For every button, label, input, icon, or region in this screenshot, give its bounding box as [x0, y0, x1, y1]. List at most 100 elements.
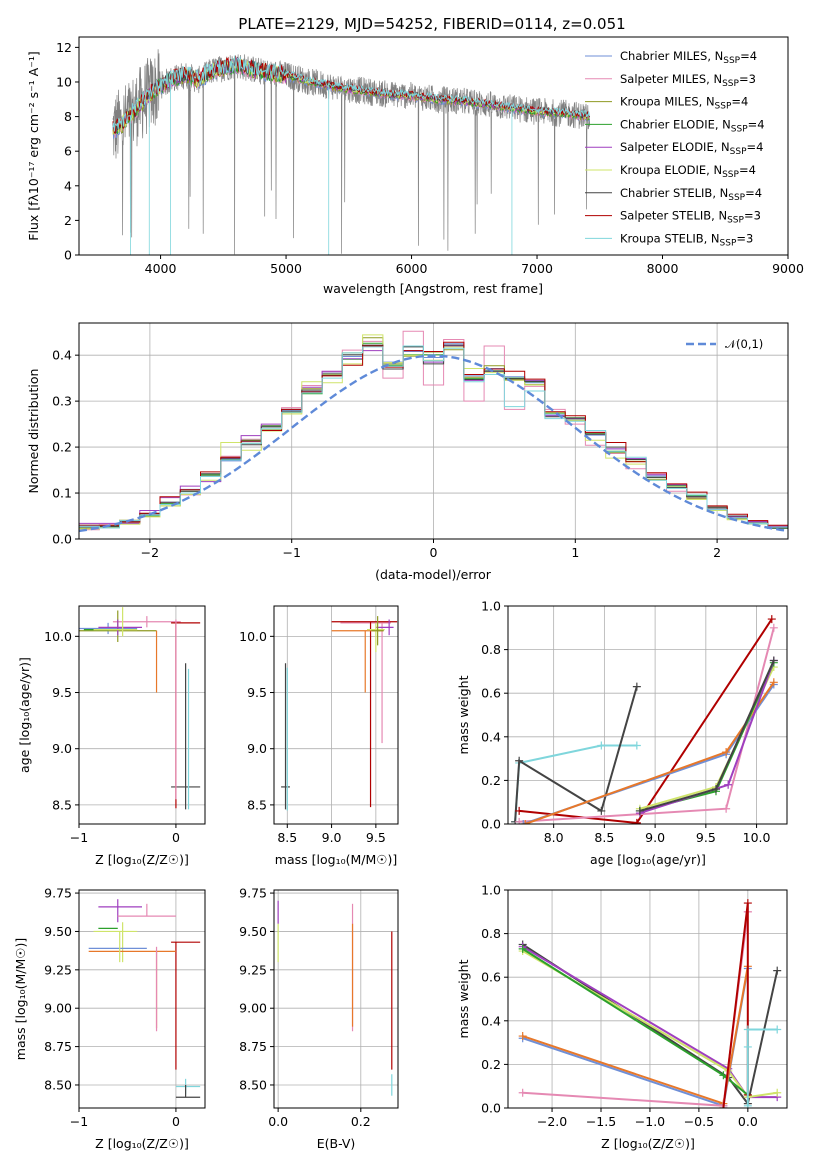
y-tick-label: 0.2: [52, 440, 72, 455]
plus-marker: [719, 1071, 728, 1080]
y-tick-label: 8: [64, 109, 72, 124]
plus-marker: [719, 1104, 728, 1108]
residual-histogram-line: [79, 345, 788, 539]
legend-label: Salpeter ELODIE, NSSP=4: [620, 140, 763, 157]
x-tick-label: 1: [571, 545, 579, 560]
x-tick-label: 9000: [772, 261, 804, 276]
plus-marker: [519, 820, 528, 824]
plus-marker: [632, 682, 641, 691]
y-tick-label: 0.2: [481, 773, 501, 788]
y-tick-label: 8.50: [44, 1077, 72, 1092]
plus-marker: [515, 806, 524, 815]
y-tick-label: 8.5: [247, 797, 267, 812]
mass-vs-z-panel: −1 0 8.50 8.75 9.00 9.25 9.50 9.75 Z [log₁₀(Z/Z…: [13, 886, 206, 1151]
spectrum-panel: PLATE=2129, MJD=54252, FIBERID=0114, z=0…: [26, 15, 804, 296]
mass-vs-z-y-axis-label: mass [log₁₀(M/M☉)]: [13, 938, 28, 1060]
y-tick-label: 8.50: [239, 1077, 267, 1092]
weight-vs-z-axes-frame: [507, 889, 788, 1109]
x-tick-label: 0: [172, 830, 180, 845]
weight-vs-age-y-axis-label: mass weight: [456, 675, 471, 754]
legend-label: Chabrier ELODIE, NSSP=4: [620, 117, 765, 134]
y-tick-label: 10.0: [44, 629, 72, 644]
model-fit-line: [112, 55, 590, 134]
y-tick-label: 0.8: [481, 926, 501, 941]
plus-marker: [773, 966, 782, 975]
x-tick-label: −1.0: [635, 1114, 665, 1129]
plus-marker: [518, 1032, 527, 1041]
x-tick-label: 2: [713, 545, 721, 560]
y-tick-label: 0.8: [481, 642, 501, 657]
x-tick-label: 5000: [270, 261, 302, 276]
y-tick-label: 9.75: [239, 886, 267, 901]
spectrum-x-axis-label: wavelength [Angstrom, rest frame]: [323, 281, 543, 296]
legend-label: Kroupa ELODIE, NSSP=4: [620, 163, 756, 180]
weight-series-line: [522, 966, 749, 1105]
y-tick-label: 9.00: [44, 1001, 72, 1016]
x-tick-label: 0: [172, 1114, 180, 1129]
x-tick-label: 8.0: [544, 830, 564, 845]
x-tick-label: 8.5: [277, 830, 297, 845]
normal-curve-line: [79, 354, 788, 533]
y-tick-label: 9.00: [239, 1001, 267, 1016]
x-tick-label: 0.2: [351, 1114, 371, 1129]
spectrum-axes-frame: [78, 36, 789, 256]
y-tick-label: 0.0: [481, 817, 501, 832]
plus-marker: [722, 804, 731, 813]
weight-vs-age-panel: 8.0 8.5 9.0 9.5 10.0 0.0 0.2 0.4 0.6 0.8 1.0 age […: [456, 599, 788, 867]
y-tick-label: 8.5: [52, 797, 72, 812]
x-tick-label: −2: [141, 545, 159, 560]
age-vs-z-panel: −1 0 8.5 9.0 9.5 10.0 Z [log₁₀(Z/Z☉)] age [lo…: [17, 605, 206, 867]
x-tick-label: −1: [70, 1114, 88, 1129]
weight-vs-age-x-axis-label: age [log₁₀(age/yr)]: [590, 852, 706, 867]
x-tick-label: 10.0: [743, 830, 771, 845]
weight-series-line: [514, 744, 637, 822]
x-tick-label: 4000: [145, 261, 177, 276]
x-tick-label: 7000: [521, 261, 553, 276]
plus-marker: [518, 1088, 527, 1097]
weight-vs-age-axes-frame: [507, 605, 788, 825]
y-tick-label: 0.2: [481, 1057, 501, 1072]
y-tick-label: 4: [64, 178, 72, 193]
y-tick-label: 0.0: [481, 1101, 501, 1116]
x-tick-label: −1: [282, 545, 300, 560]
normal-legend-label: 𝒩(0,1): [725, 337, 763, 351]
plus-marker: [743, 899, 752, 908]
plus-marker: [769, 656, 778, 665]
residuals-panel: −2 −1 0 1 2 0.0 0.1 0.2 0.3 0.4 (data-model)/erro…: [26, 322, 789, 582]
x-tick-label: 8000: [647, 261, 679, 276]
x-tick-label: −0.5: [684, 1114, 714, 1129]
y-tick-label: 1.0: [481, 883, 501, 898]
plus-marker: [711, 785, 720, 794]
y-tick-label: 9.5: [247, 685, 267, 700]
x-tick-label: 0.0: [738, 1114, 758, 1129]
y-tick-label: 0: [64, 248, 72, 263]
plus-marker: [521, 820, 530, 824]
y-tick-label: 0.4: [481, 729, 501, 744]
y-tick-label: 12: [56, 40, 72, 55]
age-vs-z-axes-frame: [78, 605, 206, 825]
legend-label: Salpeter STELIB, NSSP=3: [620, 209, 761, 226]
y-tick-label: 9.50: [239, 924, 267, 939]
y-tick-label: 0.4: [481, 1013, 501, 1028]
y-tick-label: 0.4: [52, 348, 72, 363]
x-tick-label: 0.0: [268, 1114, 288, 1129]
weight-vs-z-y-axis-label: mass weight: [456, 959, 471, 1038]
plus-marker: [773, 1025, 782, 1034]
y-tick-label: 8.75: [44, 1039, 72, 1054]
y-tick-label: 0.6: [481, 970, 501, 985]
plus-marker: [515, 817, 524, 824]
model-fit-line: [112, 55, 590, 132]
plus-marker: [597, 741, 606, 750]
weight-vs-z-panel: −2.0 −1.5 −1.0 −0.5 0.0 0.0 0.2 0.4 0.6 0.8 1.0 Z …: [456, 883, 788, 1151]
residuals-y-axis-label: Normed distribution: [26, 369, 41, 494]
spectrum-title: PLATE=2129, MJD=54252, FIBERID=0114, z=0…: [238, 15, 625, 33]
age-vs-mass-panel: 8.5 9.0 9.5 8.5 9.0 9.5 10.0 mass [log₁₀(M/M☉)…: [239, 605, 399, 867]
plus-marker: [722, 748, 731, 757]
y-tick-label: 9.0: [247, 741, 267, 756]
legend-label: Salpeter MILES, NSSP=3: [620, 72, 756, 89]
y-tick-label: 0.3: [52, 394, 72, 409]
weight-series-line: [519, 627, 775, 823]
y-tick-label: 0.1: [52, 486, 72, 501]
x-tick-label: −1.5: [586, 1114, 616, 1129]
y-tick-label: 9.0: [52, 741, 72, 756]
